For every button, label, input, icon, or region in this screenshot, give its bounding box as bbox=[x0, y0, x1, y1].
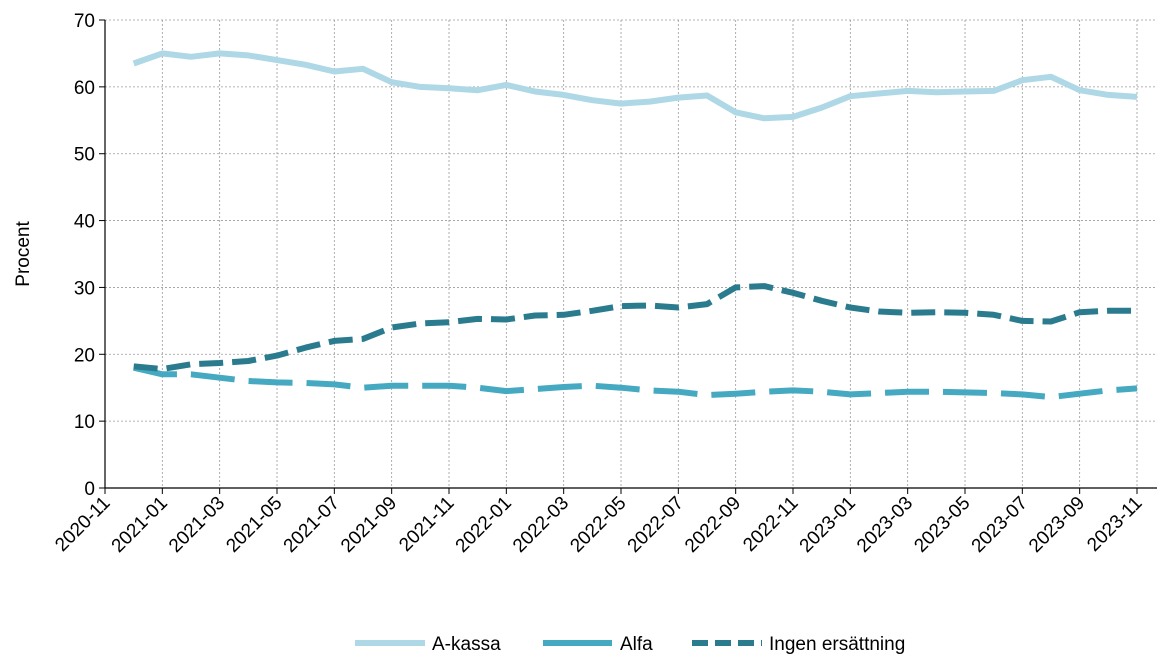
y-tick-label: 30 bbox=[74, 278, 95, 299]
x-tick-label: 2022-07 bbox=[624, 493, 688, 557]
y-tick-label: 0 bbox=[84, 479, 95, 500]
y-tick-label: 60 bbox=[74, 78, 95, 99]
x-tick-label: 2021-09 bbox=[337, 493, 401, 557]
series-line-a-kassa bbox=[132, 50, 1138, 122]
legend-label: A-kassa bbox=[432, 634, 501, 655]
y-tick-label: 40 bbox=[74, 212, 95, 233]
series-lines bbox=[132, 50, 1138, 401]
y-axis-label: Procent bbox=[13, 221, 34, 287]
x-tick-label: 2022-01 bbox=[452, 493, 516, 557]
series-line-ingen-ers-ttning bbox=[133, 283, 1137, 372]
x-tick-label: 2022-11 bbox=[739, 493, 802, 556]
x-tick-label: 2022-05 bbox=[566, 493, 630, 557]
x-tick-label: 2022-09 bbox=[681, 493, 745, 557]
legend-label: Ingen ersättning bbox=[769, 634, 905, 655]
x-tick-label: 2023-05 bbox=[910, 493, 974, 557]
x-tick-labels: 2020-112021-012021-032021-052021-072021-… bbox=[51, 493, 1146, 557]
x-tick-label: 2020-11 bbox=[51, 493, 114, 556]
x-tick-label: 2023-01 bbox=[796, 493, 860, 557]
x-tick-label: 2022-03 bbox=[509, 493, 573, 557]
x-tick-label: 2021-11 bbox=[395, 493, 458, 556]
y-tick-label: 10 bbox=[74, 412, 95, 433]
y-tick-label: 50 bbox=[74, 145, 95, 166]
x-tick-label: 2023-11 bbox=[1083, 493, 1146, 556]
series-line-alfa bbox=[133, 364, 1138, 401]
x-tick-label: 2021-03 bbox=[165, 493, 229, 557]
x-tick-label: 2021-05 bbox=[222, 493, 286, 557]
x-tick-label: 2021-01 bbox=[108, 493, 172, 557]
legend-label: Alfa bbox=[620, 634, 653, 655]
legend: A-kassa Alfa Ingen ersättning bbox=[355, 634, 905, 655]
x-tick-label: 2023-03 bbox=[853, 493, 917, 557]
y-tick-label: 20 bbox=[74, 345, 95, 366]
y-tick-label: 70 bbox=[74, 11, 95, 32]
axes bbox=[104, 20, 1157, 489]
x-tick-label: 2023-09 bbox=[1025, 493, 1089, 557]
x-tick-label: 2021-07 bbox=[280, 493, 344, 557]
y-tick-labels: 0 10 20 30 40 50 60 70 bbox=[74, 11, 95, 500]
x-tick-label: 2023-07 bbox=[968, 493, 1032, 557]
